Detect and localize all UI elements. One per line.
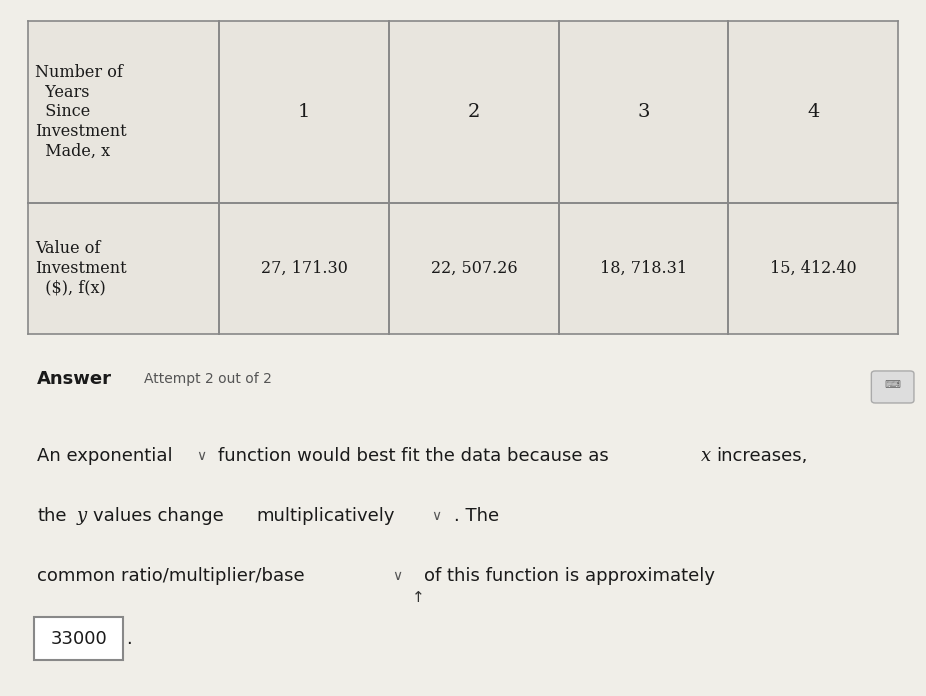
Text: 4: 4 <box>807 103 820 120</box>
Text: values change: values change <box>93 507 223 525</box>
Text: the: the <box>37 507 67 525</box>
FancyBboxPatch shape <box>871 371 914 403</box>
Text: Value of
Investment
  ($), f(x): Value of Investment ($), f(x) <box>35 240 127 296</box>
Text: 15, 412.40: 15, 412.40 <box>770 260 857 277</box>
Text: function would best fit the data because as: function would best fit the data because… <box>218 447 608 465</box>
Text: common ratio/multiplier/base: common ratio/multiplier/base <box>37 567 305 585</box>
Text: ⌨: ⌨ <box>884 380 901 390</box>
Text: multiplicatively: multiplicatively <box>257 507 395 525</box>
Text: 1: 1 <box>298 103 310 120</box>
Text: Answer: Answer <box>37 370 112 388</box>
Text: 3: 3 <box>637 103 650 120</box>
Text: 22, 507.26: 22, 507.26 <box>431 260 518 277</box>
Text: ∨: ∨ <box>432 509 442 523</box>
Text: Attempt 2 out of 2: Attempt 2 out of 2 <box>144 372 271 386</box>
Text: Number of
  Years
  Since
Investment
  Made, x: Number of Years Since Investment Made, x <box>35 64 127 159</box>
Text: increases,: increases, <box>716 447 807 465</box>
Text: 18, 718.31: 18, 718.31 <box>600 260 687 277</box>
Text: ↑: ↑ <box>412 590 425 605</box>
Text: of this function is approximately: of this function is approximately <box>424 567 715 585</box>
Text: ∨: ∨ <box>393 569 403 583</box>
Text: y: y <box>77 507 87 525</box>
Text: ∨: ∨ <box>196 449 206 463</box>
Text: x: x <box>701 447 711 465</box>
Text: 33000: 33000 <box>50 630 107 648</box>
Text: An exponential: An exponential <box>37 447 172 465</box>
Text: .: . <box>126 630 131 648</box>
Text: . The: . The <box>454 507 499 525</box>
Text: 27, 171.30: 27, 171.30 <box>261 260 347 277</box>
Text: 2: 2 <box>468 103 480 120</box>
FancyBboxPatch shape <box>34 617 123 660</box>
